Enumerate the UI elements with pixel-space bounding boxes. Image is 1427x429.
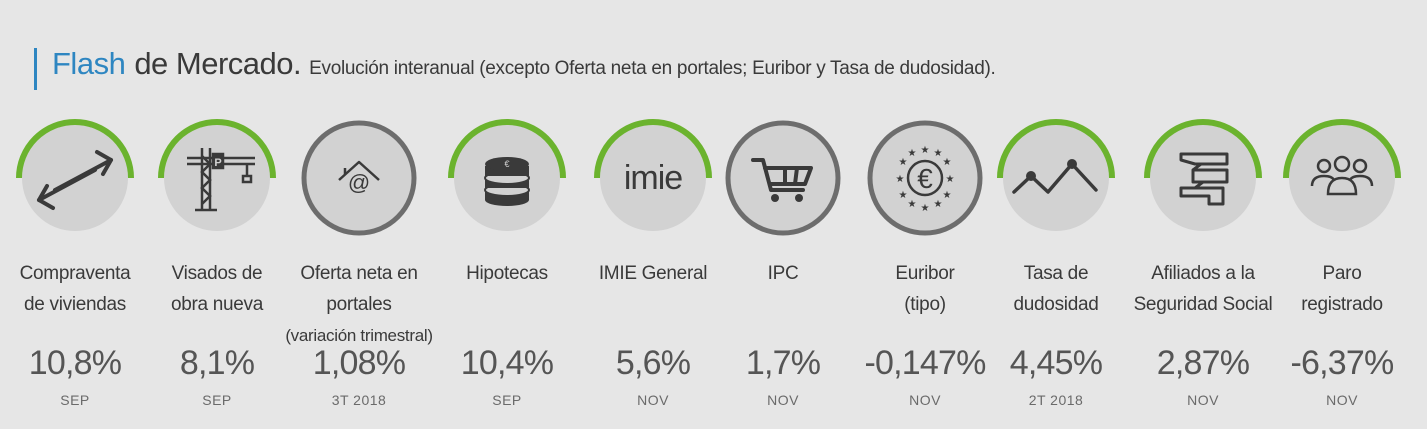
indicator-label: Hipotecas [466,263,548,284]
indicator-afiliados: Afiliados a la Seguridad Social 2,87% NOV [1128,0,1278,429]
indicator-period: NOV [767,392,799,408]
indicator-value: 2,87% [1156,344,1250,382]
exchange-arrows-icon [15,118,135,238]
svg-text:★: ★ [946,174,955,185]
svg-text:P: P [214,157,221,169]
imie-logo-icon: imie [593,118,713,238]
svg-text:★: ★ [908,148,917,159]
svg-text:★: ★ [921,145,930,156]
indicator-value: 4,45% [1009,344,1103,382]
indicator-tasa-dudosidad: Tasa de dudosidad 4,45% 2T 2018 [981,0,1131,429]
indicator-value: 5,6% [615,344,691,382]
indicator-label: IPC [767,263,799,284]
indicator-euribor: € ★ ★ ★ ★ ★ ★ ★ ★ ★ ★ ★ ★ Euribor (tipo) … [850,0,1000,429]
indicator-value: 1,08% [312,344,406,382]
svg-text:★: ★ [943,190,952,201]
indicator-period: NOV [637,392,669,408]
subtitle: Evolución interanual (excepto Oferta net… [309,58,996,79]
title-accent-bar [34,48,37,90]
indicator-period: NOV [909,392,941,408]
indicator-label: Afiliados a la Seguridad Social [1133,263,1273,315]
indicator-compraventa: Compraventa de viviendas 10,8% SEP [0,0,150,429]
indicator-label: Paro registrado [1301,263,1383,315]
indicator-imie: imie IMIE General 5,6% NOV [578,0,728,429]
svg-text:€: € [917,163,933,194]
house-at-icon: @ [299,118,419,238]
indicator-label: Compraventa de viviendas [19,263,131,315]
indicator-period: SEP [202,392,232,408]
indicator-value: 10,4% [460,344,554,382]
indicator-value: 10,8% [28,344,122,382]
indicator-hipotecas: € Hipotecas 10,4% SEP [432,0,582,429]
svg-text:★: ★ [908,199,917,210]
indicator-oferta-neta: @ Oferta neta en portales (variación trim… [284,0,434,429]
indicator-value: -6,37% [1290,344,1395,382]
indicator-label: IMIE General [598,263,708,284]
crane-icon: P [157,118,277,238]
indicator-label: Tasa de dudosidad [1013,263,1099,315]
indicator-label: Oferta neta en portales (variación trimes… [285,263,433,345]
indicator-period: SEP [492,392,522,408]
svg-text:@: @ [348,170,370,195]
indicator-period: 2T 2018 [1028,392,1084,408]
indicator-period: NOV [1187,392,1219,408]
indicator-paro: Paro registrado -6,37% NOV [1267,0,1417,429]
svg-text:★: ★ [934,148,943,159]
indicator-period: 3T 2018 [331,392,387,408]
title-flash: Flash [52,46,126,81]
indicator-label: Visados de obra nueva [170,263,264,315]
svg-text:★: ★ [899,157,908,168]
ss-logo-icon [1143,118,1263,238]
indicator-label: Euribor (tipo) [895,263,955,315]
shopping-cart-icon [723,118,843,238]
title-mercado: de Mercado. [134,46,302,81]
trend-line-icon [996,118,1116,238]
indicator-period: NOV [1326,392,1358,408]
svg-text:★: ★ [896,174,905,185]
indicator-value: 8,1% [179,344,255,382]
header: Flash de Mercado. Evolución interanual (… [34,46,996,92]
euro-stars-icon: € ★ ★ ★ ★ ★ ★ ★ ★ ★ ★ ★ ★ [865,118,985,238]
indicator-value: 1,7% [745,344,821,382]
indicator-value: -0,147% [864,344,986,382]
indicator-period: SEP [60,392,90,408]
indicator-ipc: IPC 1,7% NOV [708,0,858,429]
svg-text:€: € [504,159,509,169]
svg-text:★: ★ [899,190,908,201]
coin-stack-icon: € [447,118,567,238]
people-group-icon [1282,118,1402,238]
svg-text:★: ★ [921,203,930,214]
indicator-visados: P Visados de obra nueva 8,1% SEP [142,0,292,429]
svg-text:★: ★ [934,199,943,210]
svg-text:★: ★ [943,157,952,168]
svg-text:imie: imie [624,159,682,197]
